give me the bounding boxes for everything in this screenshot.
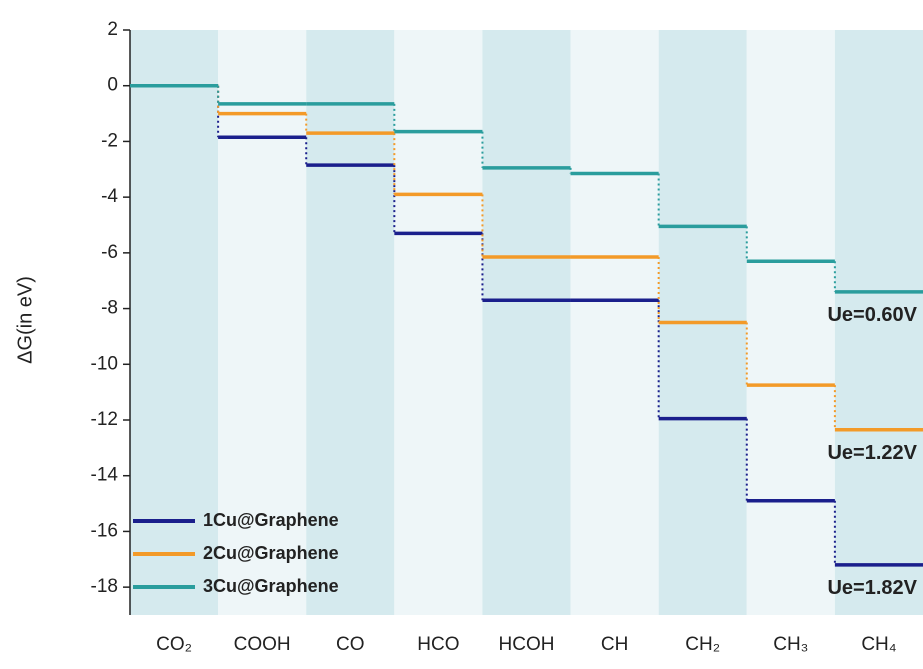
y-tick-label: 2 <box>107 19 118 40</box>
y-tick-label: -10 <box>91 353 118 374</box>
y-axis-label: ΔG(in eV) <box>14 276 36 364</box>
y-tick-label: -6 <box>101 242 118 263</box>
x-tick-label: CO <box>336 634 365 655</box>
annotation: Ue=1.22V <box>827 442 917 464</box>
x-tick-label: CH <box>601 634 628 655</box>
x-tick-label: CH₄ <box>861 634 896 655</box>
y-tick-label: -4 <box>101 186 118 207</box>
chart: ΔG(in eV) 2 0 -2 -4 -6 -8 -10 -12 -14 -16 -18 CO₂ CO… <box>0 0 923 664</box>
x-tick-label: CH₂ <box>685 634 720 655</box>
x-tick-label: COOH <box>234 634 291 655</box>
legend-label: 3Cu@Graphene <box>203 576 339 596</box>
y-tick-label: -8 <box>101 298 118 319</box>
category-band <box>394 30 482 615</box>
y-tick-label: -2 <box>101 130 118 151</box>
y-tick-label: 0 <box>107 75 118 96</box>
x-tick-label: CH₃ <box>773 634 808 655</box>
x-tick-label: HCOH <box>499 634 555 655</box>
y-tick-label: -18 <box>91 576 118 597</box>
annotation: Ue=0.60V <box>827 304 917 326</box>
y-tick-label: -16 <box>91 520 118 541</box>
annotation: Ue=1.82V <box>827 577 917 599</box>
category-band <box>747 30 835 615</box>
y-tick-label: -12 <box>91 409 118 430</box>
legend-label: 1Cu@Graphene <box>203 510 339 530</box>
category-band <box>571 30 659 615</box>
legend-label: 2Cu@Graphene <box>203 543 339 563</box>
y-tick-label: -14 <box>91 465 119 486</box>
category-band <box>482 30 570 615</box>
x-tick-label: HCO <box>417 634 459 655</box>
x-tick-label: CO₂ <box>156 634 192 655</box>
